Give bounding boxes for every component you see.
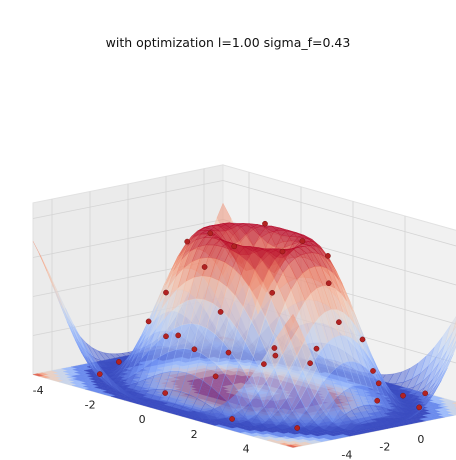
sample-point [272, 352, 279, 359]
y-tick-label: 0 [417, 433, 424, 446]
sample-point [325, 280, 332, 287]
surface-mesh [32, 202, 456, 432]
sample-point [271, 345, 278, 351]
contour-cell [447, 412, 456, 416]
sample-point [262, 220, 268, 227]
gridline [222, 180, 456, 247]
sample-point [207, 230, 214, 237]
sample-point [184, 238, 191, 245]
sample-point [269, 289, 276, 296]
sample-point [279, 248, 286, 255]
contour-cell [449, 405, 456, 409]
contour-cell [445, 400, 456, 404]
gridline [32, 180, 224, 219]
sample-point [313, 345, 320, 352]
sample-point [201, 264, 208, 270]
contour-cell [446, 409, 456, 413]
sample-point [212, 373, 219, 380]
sample-point [325, 253, 331, 259]
sample-point [416, 404, 423, 411]
x-tick-label: -4 [33, 384, 44, 397]
sample-point [336, 319, 342, 326]
sample-point [374, 397, 381, 404]
y-tick-label: -4 [341, 448, 352, 460]
sample-point [422, 390, 429, 397]
sample-point [261, 361, 267, 367]
x-tick-label: 4 [243, 442, 250, 455]
x-tick-label: -2 [85, 399, 96, 412]
sample-point [307, 360, 313, 367]
chart-title: with optimization l=1.00 sigma_f=0.43 [105, 35, 351, 50]
contour-cell [447, 402, 456, 407]
x-tick-label: 2 [191, 428, 198, 441]
sample-point [225, 349, 232, 356]
sample-point [163, 333, 169, 340]
contour-cell [450, 408, 456, 412]
contour-cell [452, 402, 456, 405]
sample-point [359, 336, 366, 343]
sample-point [400, 392, 406, 399]
sample-point [229, 416, 235, 422]
y-tick-label: -2 [379, 441, 390, 454]
sample-point [299, 238, 306, 244]
sample-point [294, 425, 301, 431]
sample-point [116, 359, 122, 365]
sample-point [191, 346, 198, 353]
sample-point [145, 318, 152, 325]
sample-point [163, 289, 169, 296]
sample-point [370, 368, 376, 374]
sample-point [96, 371, 103, 377]
gridline [32, 219, 224, 258]
sample-point [375, 380, 382, 387]
sample-point [175, 332, 182, 339]
surface-facet [284, 313, 300, 340]
sample-point [162, 390, 169, 396]
sample-points [96, 220, 429, 431]
surface-facet [452, 320, 456, 333]
sample-point [217, 309, 224, 315]
surface-facet [450, 341, 456, 356]
x-tick-label: 0 [139, 413, 146, 426]
sample-point [231, 243, 238, 250]
